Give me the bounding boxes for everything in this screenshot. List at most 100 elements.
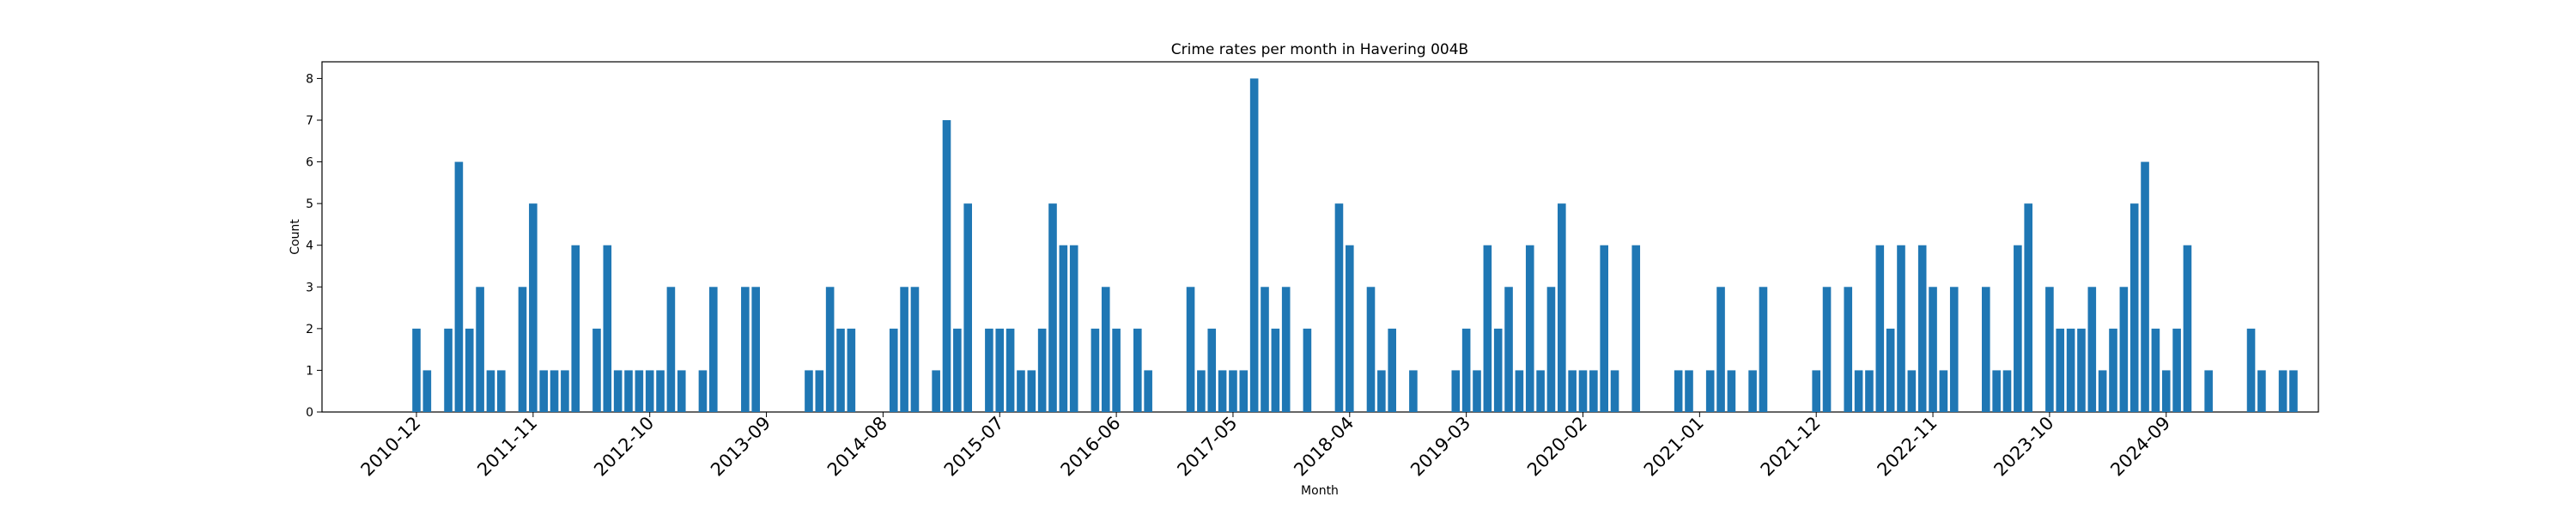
bar bbox=[645, 370, 654, 412]
bar bbox=[1144, 370, 1152, 412]
bar bbox=[1822, 287, 1832, 412]
bar bbox=[2045, 287, 2054, 412]
bar bbox=[1303, 328, 1312, 412]
bar bbox=[1992, 370, 2001, 412]
chart-title: Crime rates per month in Havering 004B bbox=[1171, 41, 1468, 58]
x-tick-label: 2010-12 bbox=[357, 413, 425, 481]
bar bbox=[1346, 245, 1354, 412]
bar bbox=[1578, 370, 1588, 412]
bar bbox=[1473, 370, 1481, 412]
bar bbox=[2002, 370, 2012, 412]
y-tick-label: 3 bbox=[306, 281, 313, 294]
bar bbox=[635, 370, 644, 412]
bar bbox=[1865, 370, 1874, 412]
bar bbox=[656, 370, 665, 412]
y-tick-label: 6 bbox=[306, 156, 313, 170]
bar bbox=[1631, 245, 1641, 412]
bar bbox=[1886, 328, 1895, 412]
bar bbox=[1334, 203, 1344, 412]
x-tick-label: 2017-05 bbox=[1173, 413, 1241, 481]
x-tick-label: 2021-01 bbox=[1640, 413, 1708, 481]
bar bbox=[1610, 370, 1619, 412]
bar bbox=[2246, 328, 2256, 412]
bar bbox=[698, 370, 708, 412]
bar bbox=[2141, 161, 2149, 412]
y-tick-label: 4 bbox=[306, 239, 313, 253]
bar bbox=[805, 370, 813, 412]
bar bbox=[1982, 287, 1990, 412]
bar bbox=[2129, 203, 2139, 412]
bar bbox=[465, 328, 474, 412]
bar bbox=[1929, 287, 1937, 412]
bar bbox=[1112, 328, 1121, 412]
bar bbox=[677, 370, 686, 412]
bar bbox=[1493, 328, 1503, 412]
bar bbox=[454, 161, 464, 412]
bar bbox=[709, 287, 718, 412]
bar bbox=[2109, 328, 2117, 412]
bar bbox=[2119, 287, 2129, 412]
bar bbox=[1229, 370, 1237, 412]
bar bbox=[1525, 245, 1534, 412]
bar bbox=[889, 328, 898, 412]
bar bbox=[1281, 287, 1291, 412]
bar bbox=[1716, 287, 1725, 412]
x-axis-label: Month bbox=[1301, 484, 1339, 498]
bar bbox=[953, 328, 962, 412]
bar bbox=[2077, 328, 2086, 412]
bar bbox=[1388, 328, 1396, 412]
bar bbox=[1261, 287, 1269, 412]
y-axis: 0 1 2 3 4 5 6 7 8 bbox=[306, 72, 322, 420]
bar bbox=[910, 287, 920, 412]
bar bbox=[2278, 370, 2287, 412]
bar bbox=[2183, 245, 2192, 412]
bar bbox=[1027, 370, 1036, 412]
bar bbox=[1589, 370, 1598, 412]
y-axis-label: Count bbox=[289, 219, 302, 255]
bar bbox=[1504, 287, 1513, 412]
bar bbox=[603, 245, 612, 412]
bar bbox=[2066, 328, 2075, 412]
bar bbox=[1897, 245, 1905, 412]
x-tick-label: 2014-08 bbox=[823, 413, 891, 481]
bar bbox=[1568, 370, 1577, 412]
bar bbox=[1812, 370, 1820, 412]
bar bbox=[1949, 287, 1959, 412]
x-tick-label: 2022-11 bbox=[1874, 413, 1941, 481]
bar bbox=[1005, 328, 1015, 412]
bar bbox=[1759, 287, 1768, 412]
bar bbox=[518, 287, 527, 412]
bar bbox=[1271, 328, 1280, 412]
plot-area-frame bbox=[321, 61, 2319, 413]
x-tick-label: 2016-06 bbox=[1057, 413, 1125, 481]
bar bbox=[741, 287, 750, 412]
bar bbox=[1705, 370, 1715, 412]
y-tick-label: 0 bbox=[306, 406, 313, 420]
bar bbox=[2024, 203, 2032, 412]
bar bbox=[2257, 370, 2266, 412]
bar bbox=[847, 328, 856, 412]
bar bbox=[1377, 370, 1386, 412]
x-tick-label: 2012-10 bbox=[590, 413, 658, 481]
bar bbox=[2172, 328, 2181, 412]
bar bbox=[571, 245, 580, 412]
bar bbox=[550, 370, 559, 412]
bar bbox=[1685, 370, 1693, 412]
bar bbox=[1366, 287, 1376, 412]
bar bbox=[900, 287, 908, 412]
bar bbox=[1939, 370, 1948, 412]
x-tick-label: 2020-02 bbox=[1523, 413, 1591, 481]
x-tick-label: 2023-10 bbox=[1990, 413, 2057, 481]
x-tick-label: 2011-11 bbox=[473, 413, 541, 481]
bar bbox=[1483, 245, 1492, 412]
bar bbox=[1875, 245, 1885, 412]
bar bbox=[486, 370, 495, 412]
bar bbox=[422, 370, 432, 412]
bar bbox=[1101, 287, 1110, 412]
x-tick-label: 2018-04 bbox=[1290, 413, 1358, 481]
bar bbox=[1037, 328, 1047, 412]
x-tick-label: 2013-09 bbox=[707, 413, 775, 481]
bar bbox=[624, 370, 633, 412]
bar bbox=[666, 287, 676, 412]
